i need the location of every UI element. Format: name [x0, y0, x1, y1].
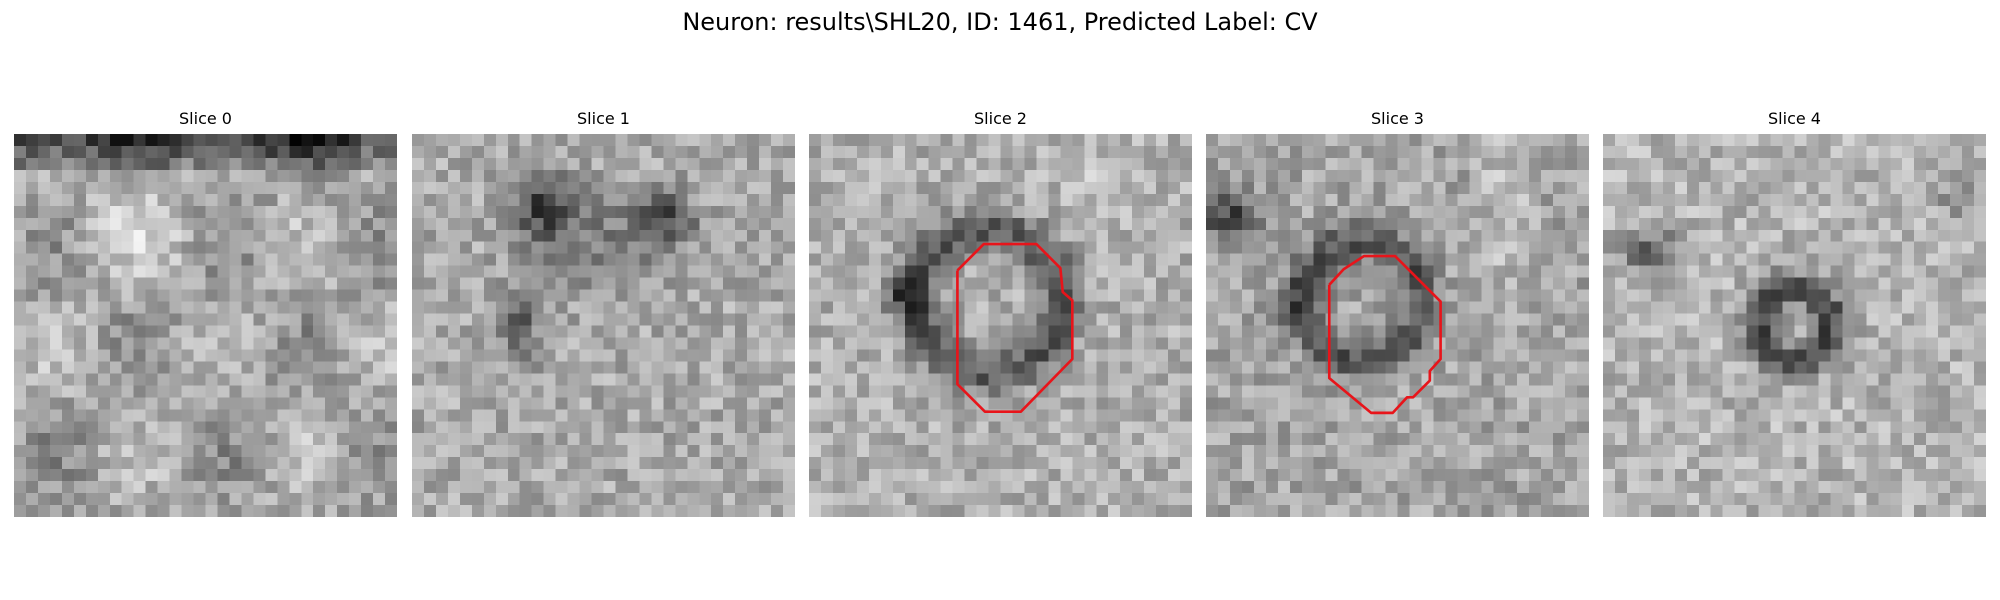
slice-title-2: Slice 2 [974, 109, 1027, 128]
slice-image-4 [1603, 134, 1986, 517]
segmentation-contour-3 [1327, 254, 1442, 415]
slice-panel-0: Slice 0 [14, 0, 397, 600]
slice-image-2 [809, 134, 1192, 517]
slice-panel-3: Slice 3 [1206, 0, 1589, 600]
slice-image-0 [14, 134, 397, 517]
slice-panel-1: Slice 1 [412, 0, 795, 600]
slice-panel-2: Slice 2 [809, 0, 1192, 600]
figure-title: Neuron: results\SHL20, ID: 1461, Predict… [682, 8, 1318, 36]
slice-title-1: Slice 1 [577, 109, 630, 128]
slice-title-0: Slice 0 [179, 109, 232, 128]
slice-title-3: Slice 3 [1371, 109, 1424, 128]
slice-panel-4: Slice 4 [1603, 0, 1986, 600]
segmentation-contour-2 [956, 242, 1074, 413]
slice-image-3 [1206, 134, 1589, 517]
slice-title-4: Slice 4 [1768, 109, 1821, 128]
slice-image-1 [412, 134, 795, 517]
